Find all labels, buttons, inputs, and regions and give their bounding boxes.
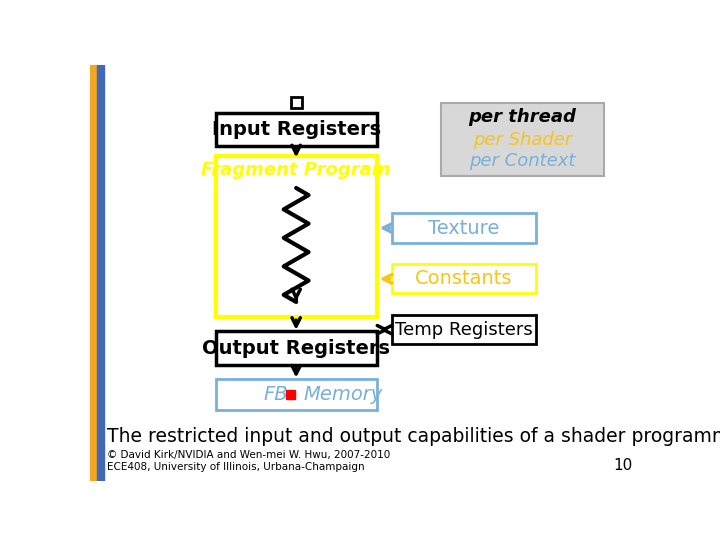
Text: per Shader: per Shader [473, 131, 572, 149]
Text: Temp Registers: Temp Registers [395, 321, 533, 339]
Bar [392, 315, 536, 345]
Text: Input Registers: Input Registers [212, 120, 381, 139]
Bar [215, 331, 377, 365]
Bar [286, 390, 295, 399]
Text: 10: 10 [613, 458, 632, 472]
Text: ECE408, University of Illinois, Urbana-Champaign: ECE408, University of Illinois, Urbana-C… [107, 462, 364, 472]
Bar [215, 379, 377, 410]
Text: per Context: per Context [469, 152, 575, 170]
Bar [392, 213, 536, 242]
Bar [291, 97, 302, 108]
Text: Constants: Constants [415, 269, 513, 288]
Text: FB: FB [264, 385, 288, 404]
Text: Memory: Memory [304, 385, 383, 404]
Bar [215, 156, 377, 318]
Text: Output Registers: Output Registers [202, 339, 390, 357]
Text: The restricted input and output capabilities of a shader programming model.: The restricted input and output capabili… [107, 427, 720, 446]
Text: © David Kirk/NVIDIA and Wen-mei W. Hwu, 2007-2010: © David Kirk/NVIDIA and Wen-mei W. Hwu, … [107, 450, 390, 460]
Bar [97, 65, 104, 481]
Bar [392, 264, 536, 294]
Text: per thread: per thread [469, 108, 577, 126]
Bar [441, 103, 604, 177]
Bar [90, 65, 97, 481]
Text: Texture: Texture [428, 219, 500, 238]
Bar [215, 112, 377, 146]
Text: Fragment Program: Fragment Program [202, 160, 391, 179]
